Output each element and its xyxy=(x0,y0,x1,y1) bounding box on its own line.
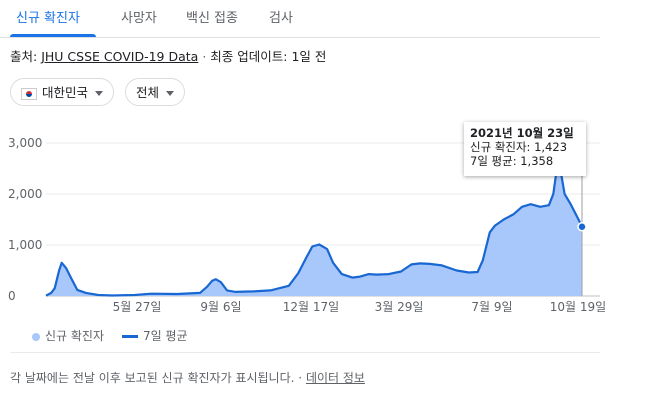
line-legend-icon xyxy=(122,335,139,338)
source-line: 출처: JHU CSSE COVID-19 Data · 최종 업데이트: 1일… xyxy=(10,46,326,65)
x-tick-label: 12월 17일 xyxy=(283,300,339,314)
tooltip-avg: 7일 평균: 1,358 xyxy=(470,154,554,168)
period-label: 전체 xyxy=(136,85,160,100)
chart-legend: 신규 확진자 7일 평균 xyxy=(32,327,188,344)
source-link[interactable]: JHU CSSE COVID-19 Data xyxy=(41,49,199,64)
divider xyxy=(10,352,600,353)
chart-tooltip: 2021년 10월 23일 신규 확진자: 1,423 7일 평균: 1,358 xyxy=(464,122,586,176)
caret-down-icon xyxy=(95,91,104,96)
tab-vaccination[interactable]: 백신 접종 xyxy=(186,11,238,26)
source-separator: · xyxy=(202,49,207,64)
period-select[interactable]: 전체 xyxy=(125,78,186,106)
daily-cases-area xyxy=(46,163,582,296)
cases-chart[interactable]: 0 1,000 2,000 3,000 5월 27일 9월 6일 12월 17일 3월 29일… xyxy=(0,120,606,320)
tooltip-date: 2021년 10월 23일 xyxy=(470,126,574,140)
footnote-separator: · xyxy=(298,371,303,385)
chart-svg: 0 1,000 2,000 3,000 5월 27일 9월 6일 12월 17일 3월 29일… xyxy=(8,136,606,314)
tab-new-cases[interactable]: 신규 확진자 xyxy=(16,11,80,26)
bar-legend-icon xyxy=(32,332,40,341)
korea-flag-icon xyxy=(21,87,37,100)
footnote-text: 각 날짜에는 전날 이후 보고된 신규 확진자가 표시됩니다. xyxy=(10,371,295,385)
tab-bar: 신규 확진자 사망자 백신 접종 검사 xyxy=(0,0,600,38)
x-tick-label: 9월 6일 xyxy=(200,300,241,314)
x-tick-label: 5월 27일 xyxy=(113,300,162,314)
active-tab-indicator xyxy=(10,34,96,37)
tab-tests[interactable]: 검사 xyxy=(269,11,293,26)
y-tick-label: 1,000 xyxy=(8,238,42,252)
x-tick-label: 3월 29일 xyxy=(375,300,424,314)
country-label: 대한민국 xyxy=(42,85,89,100)
seven-day-average-line xyxy=(45,162,583,297)
x-tick-label: 10월 19일 xyxy=(550,300,606,314)
footnote: 각 날짜에는 전날 이후 보고된 신규 확진자가 표시됩니다. · 데이터 정보 xyxy=(10,369,365,386)
tab-deaths[interactable]: 사망자 xyxy=(121,11,157,26)
data-info-link[interactable]: 데이터 정보 xyxy=(305,371,365,385)
tooltip-new-cases: 신규 확진자: 1,423 xyxy=(470,140,568,154)
legend-new-cases: 신규 확진자 xyxy=(45,329,105,343)
y-tick-label: 2,000 xyxy=(8,187,42,201)
country-select[interactable]: 대한민국 xyxy=(10,78,115,106)
hover-point xyxy=(577,221,587,232)
y-tick-label: 0 xyxy=(8,289,16,303)
legend-avg: 7일 평균 xyxy=(143,329,188,343)
last-updated: 최종 업데이트: 1일 전 xyxy=(210,49,327,64)
y-tick-label: 3,000 xyxy=(8,136,42,150)
x-tick-label: 7월 9일 xyxy=(471,300,512,314)
caret-down-icon xyxy=(166,91,175,96)
source-prefix: 출처: xyxy=(10,49,38,64)
